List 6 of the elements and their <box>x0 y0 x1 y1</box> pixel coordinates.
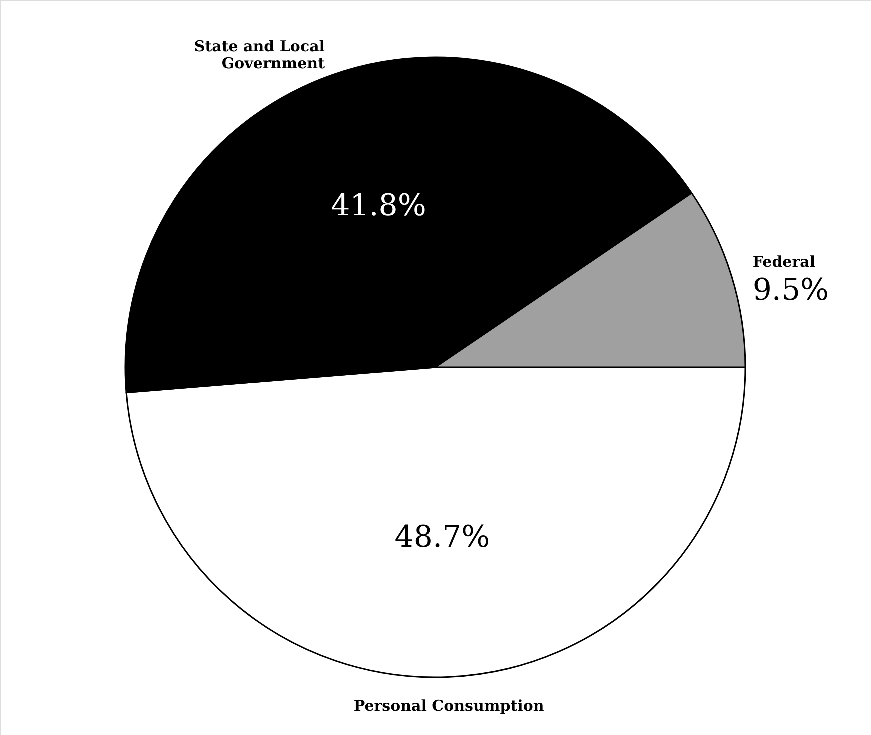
slice-label: Personal Consumption <box>354 697 544 716</box>
slice-label: State and Local Government <box>194 37 326 72</box>
data-label: 41.8% <box>331 188 426 224</box>
data-label: 48.7% <box>394 520 490 555</box>
slice-label: Federal <box>752 252 816 271</box>
data-label: 9.5% <box>752 272 830 308</box>
